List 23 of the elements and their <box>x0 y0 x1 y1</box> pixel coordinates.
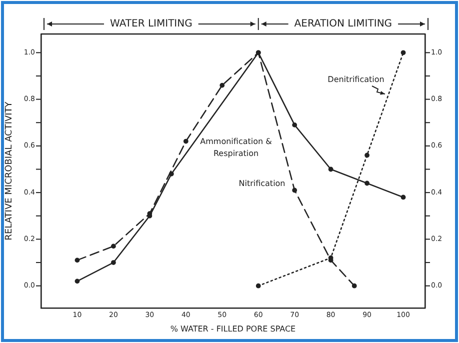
point <box>292 122 298 128</box>
text: WATER LIMITING <box>110 18 192 30</box>
point <box>364 152 370 158</box>
point <box>220 82 225 88</box>
point <box>400 50 406 56</box>
series-label: Ammonification & Respiration <box>200 137 272 158</box>
point <box>168 171 174 176</box>
point <box>364 180 370 186</box>
point <box>183 138 188 144</box>
point <box>74 258 80 263</box>
point <box>328 166 334 172</box>
point <box>111 260 116 265</box>
point <box>400 194 406 200</box>
point <box>352 283 357 288</box>
point <box>111 244 116 249</box>
point <box>292 188 298 193</box>
x-axis-title: % WATER - FILLED PORE SPACE <box>170 324 296 334</box>
point <box>74 278 80 284</box>
text: AERATION LIMITING <box>294 18 392 30</box>
series-label: Denitrification <box>328 75 384 84</box>
y-axis-title: RELATIVE MICROBIAL ACTIVITY <box>4 101 15 240</box>
series-label: Nitrification <box>238 179 286 188</box>
point <box>256 283 261 288</box>
